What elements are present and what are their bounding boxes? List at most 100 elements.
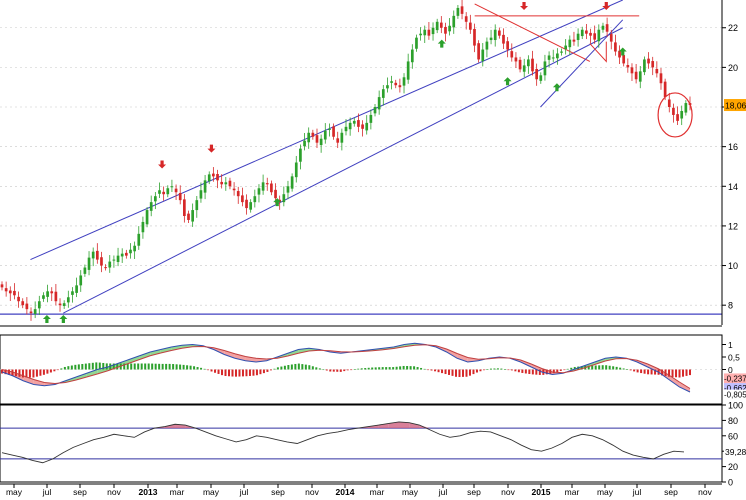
candle-body	[535, 68, 538, 80]
macd-fill-segment	[594, 358, 606, 365]
sell-signal-arrow	[158, 160, 167, 169]
macd-signal-line	[1, 344, 691, 389]
macd-histogram-bar	[552, 369, 555, 374]
macd-histogram-bar	[144, 363, 147, 370]
x-tick-label: 2013	[139, 487, 158, 497]
candle-body	[684, 103, 688, 113]
macd-histogram-bar	[619, 367, 622, 370]
candle-body	[659, 73, 663, 84]
candle-body	[609, 34, 613, 42]
candle-body	[187, 213, 190, 220]
candle-body	[257, 188, 261, 195]
macd-histogram-bar	[147, 363, 150, 370]
macd-histogram-bar	[503, 369, 506, 370]
candle-body	[286, 186, 290, 193]
macd-tick-label: 0	[728, 365, 733, 375]
macd-histogram-bar	[77, 364, 80, 370]
rsi-value-badge-box	[724, 445, 746, 457]
macd-histogram-bar	[444, 369, 447, 375]
macd-histogram-bar	[60, 368, 63, 370]
candle-body	[108, 261, 112, 268]
macd-histogram-bar	[420, 367, 423, 370]
candle-body	[481, 49, 485, 62]
macd-histogram-bar	[49, 369, 52, 373]
macd-histogram-bar	[626, 369, 629, 370]
candle-body	[232, 188, 236, 191]
x-tick-label: may	[203, 487, 220, 497]
macd-histogram-bar	[423, 368, 426, 370]
macd-histogram-bar	[689, 369, 691, 376]
macd-fill-segment	[457, 353, 468, 362]
macd-histogram-bar	[489, 368, 492, 370]
macd-histogram-bar	[234, 369, 237, 377]
candle-body	[435, 21, 439, 31]
macd-histogram-bar	[601, 365, 604, 370]
candle-body	[8, 290, 12, 294]
x-tick-label: jul	[438, 487, 448, 497]
candle-body	[282, 194, 286, 203]
candle-body	[54, 291, 58, 302]
candle-body	[560, 51, 563, 53]
candle-body	[643, 59, 646, 73]
macd-value-label: -0,805	[724, 391, 746, 400]
candle-body	[489, 37, 493, 41]
macd-fill-segment	[171, 345, 182, 351]
candle-body	[638, 71, 642, 82]
macd-histogram-bar	[678, 369, 681, 378]
macd-histogram-bar	[74, 364, 77, 370]
macd-histogram-bar	[283, 365, 286, 370]
candle-body	[95, 250, 99, 260]
candle-body	[75, 285, 78, 293]
macd-histogram-bar	[67, 366, 70, 370]
macd-fill-segment	[23, 375, 34, 385]
candle-body	[270, 183, 273, 193]
candle-body	[149, 202, 153, 211]
macd-histogram-bar	[507, 369, 510, 371]
candle-body	[116, 255, 120, 262]
macd-fill-segment	[668, 375, 680, 387]
sell-signal-arrow	[602, 1, 611, 10]
candle-body	[531, 58, 534, 72]
macd-histogram-bar	[455, 369, 458, 377]
macd-histogram-bar	[301, 364, 304, 370]
candle-body	[402, 77, 406, 86]
macd-histogram-bar	[675, 369, 678, 378]
candle-body	[224, 182, 228, 185]
buy-signal-arrow	[42, 315, 51, 324]
candle-body	[29, 311, 33, 314]
macd-histogram-bar	[472, 369, 475, 375]
candle-body	[498, 30, 501, 36]
macd-fill-segment	[76, 373, 87, 380]
macd-fill-segment	[86, 369, 98, 377]
macd-histogram-bar	[217, 369, 220, 374]
macd-histogram-bar	[615, 366, 618, 370]
macd-histogram-bar	[259, 369, 262, 375]
macd-histogram-bar	[633, 369, 636, 372]
rsi-tick-label: 100	[728, 401, 743, 411]
macd-histogram-bar	[161, 363, 164, 370]
rsi-panel-border	[0, 404, 723, 483]
buy-signal-arrow	[59, 315, 68, 324]
macd-histogram-bar	[130, 363, 133, 370]
macd-histogram-bar	[329, 369, 332, 372]
macd-histogram-bar	[360, 368, 363, 370]
trendline-upper-channel	[30, 0, 623, 261]
macd-histogram-bar	[290, 364, 293, 370]
candle-body	[25, 303, 29, 310]
macd-value-badge	[724, 383, 746, 394]
macd-fill-segment	[584, 362, 595, 368]
macd-histogram-bar	[112, 363, 115, 370]
macd-histogram-bar	[133, 363, 136, 370]
macd-histogram-bar	[559, 369, 562, 371]
price-grid	[0, 27, 722, 327]
price-tick-label: 12	[728, 221, 738, 231]
macd-histogram-bar	[241, 369, 244, 377]
macd-value-badge	[724, 373, 746, 384]
candle-body	[17, 296, 20, 302]
sell-signal-arrow	[520, 1, 529, 10]
candle-body	[154, 196, 157, 202]
macd-histogram-bar	[339, 369, 342, 372]
candle-body	[357, 120, 360, 127]
candle-body	[423, 29, 427, 36]
x-tick-label: jul	[42, 487, 52, 497]
